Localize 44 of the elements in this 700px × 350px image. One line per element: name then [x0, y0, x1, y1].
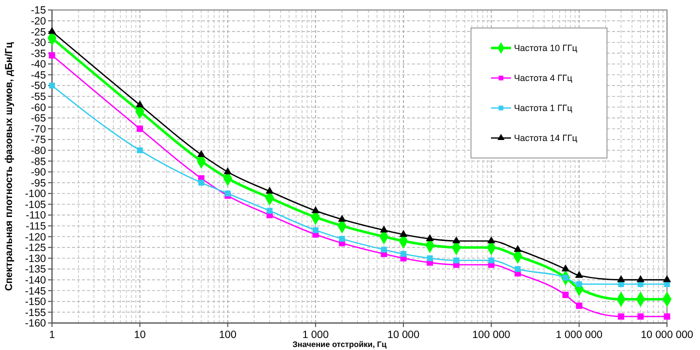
y-tick-label: -85: [30, 156, 46, 168]
y-tick-label: -75: [30, 134, 46, 146]
x-tick-label: 10 000: [387, 329, 420, 341]
y-tick-label: -155: [24, 306, 46, 319]
y-tick-label: -55: [30, 91, 46, 104]
y-tick-label: -80: [30, 144, 46, 157]
y-tick-label: -90: [30, 166, 46, 179]
legend-label: Частота 4 ГГц: [514, 73, 572, 84]
y-tick-label: -60: [30, 102, 46, 114]
y-tick-label: -110: [26, 210, 46, 222]
y-tick-label: -130: [24, 252, 46, 265]
legend-label: Частота 14 ГГц: [514, 133, 578, 144]
y-tick-label: -20: [30, 15, 46, 28]
legend-label: Частота 10 ГГц: [514, 43, 578, 54]
x-tick-label: 1 000: [302, 329, 329, 341]
y-tick-label: -120: [24, 231, 46, 244]
y-tick-label: -105: [24, 198, 46, 211]
y-tick-label: -70: [30, 123, 46, 136]
x-tick-label: 1: [49, 329, 56, 341]
y-tick-label: -30: [30, 37, 46, 50]
y-tick-label: -95: [30, 177, 46, 190]
y-axis-title: Спектральная плотность фазовых шумов, дБн/Гц: [4, 41, 15, 291]
y-tick-label: -65: [30, 112, 46, 125]
y-tick-label: -135: [24, 264, 46, 276]
x-tick-label: 10 000 000: [640, 329, 694, 341]
y-tick-label: -115: [26, 220, 46, 233]
y-tick-label: -160: [24, 318, 46, 330]
legend-label: Частота 1 ГГц: [514, 103, 572, 114]
y-tick-label: -40: [30, 58, 46, 71]
x-tick-label: 1 000 000: [556, 329, 603, 341]
x-tick-label: 10: [134, 329, 146, 341]
y-tick-label: -145: [24, 285, 46, 298]
y-tick-label: -50: [30, 80, 46, 92]
x-tick-label: 100 000: [472, 329, 510, 341]
y-tick-label: -140: [24, 274, 46, 287]
y-tick-label: -100: [24, 188, 46, 200]
y-tick-label: -25: [30, 26, 46, 38]
y-tick-label: -45: [30, 69, 46, 82]
x-axis-title: Значение отстройки, Гц: [292, 340, 387, 349]
y-tick-label: -125: [24, 242, 46, 254]
y-tick-label: -35: [30, 48, 46, 60]
y-tick-label: -15: [30, 4, 46, 17]
y-tick-label: -150: [24, 296, 46, 308]
x-tick-label: 100: [218, 329, 237, 341]
